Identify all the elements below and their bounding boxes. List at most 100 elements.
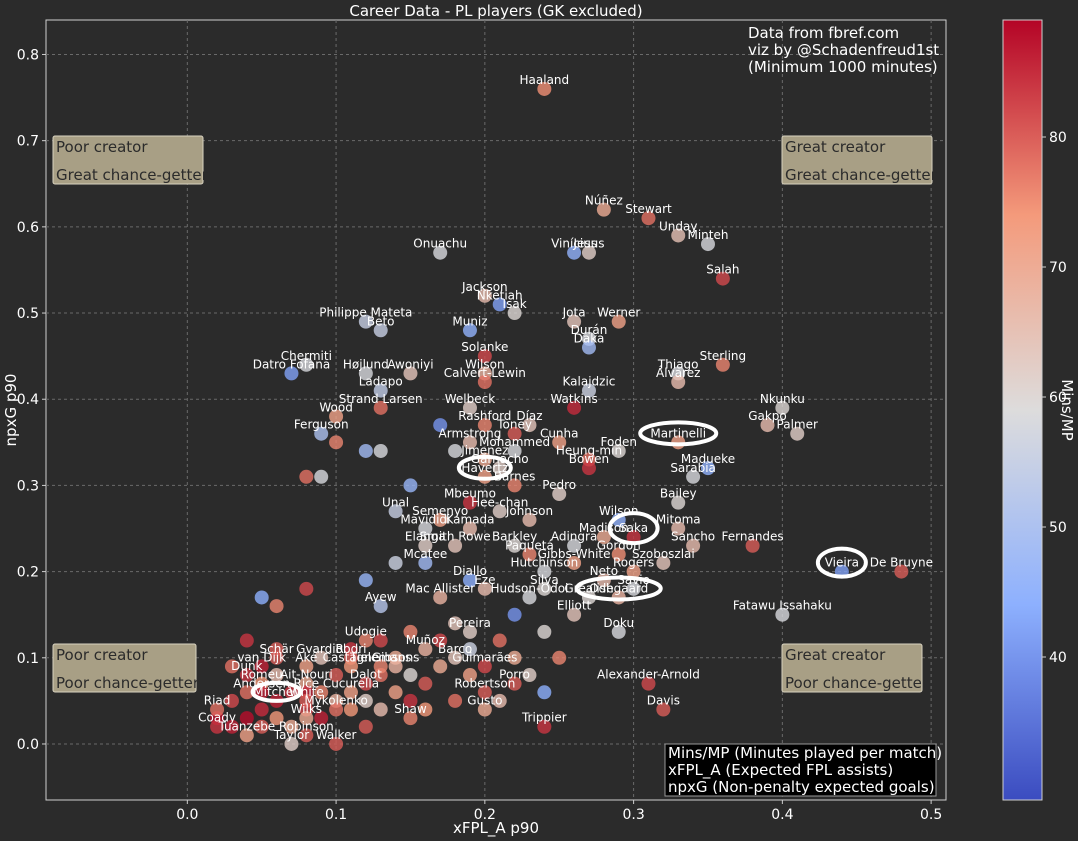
player-label: Coady <box>198 711 236 725</box>
data-point <box>284 736 299 751</box>
player-label: Werner <box>597 306 640 320</box>
data-point <box>224 719 239 734</box>
data-point <box>418 538 433 553</box>
x-tick-label: 0.4 <box>771 807 793 823</box>
y-tick-label: 0.6 <box>17 220 39 236</box>
player-label: Castagne <box>323 650 380 664</box>
data-point <box>537 581 552 596</box>
data-point <box>581 383 596 398</box>
player-label: Armstrong <box>439 426 502 440</box>
player-label: Udogie <box>345 625 387 639</box>
player-label: Silva <box>530 573 559 587</box>
axis-ticks: 0.0 0.1 0.2 0.3 0.4 0.5 0.0 0.1 0.2 0.3 0.4 0.5 0.6 0… <box>17 47 943 823</box>
data-point <box>537 81 552 96</box>
data-point <box>641 211 656 226</box>
player-label: Mohammed <box>479 435 550 449</box>
data-point <box>686 469 701 484</box>
player-label: Nketiah <box>477 288 523 302</box>
colorbar <box>1002 19 1043 801</box>
data-point <box>522 590 537 605</box>
data-point <box>775 400 790 415</box>
player-label: Watkins <box>550 392 597 406</box>
player-label: Jimenez <box>460 444 508 458</box>
x-tick-label: 0.0 <box>176 807 198 823</box>
data-point <box>507 426 522 441</box>
data-point <box>462 521 477 536</box>
player-label: Riad <box>204 694 231 708</box>
player-label: Datro Fofana <box>253 357 330 371</box>
data-point <box>284 719 299 734</box>
data-point <box>745 538 760 553</box>
quadrant-text: Great creator <box>785 138 886 156</box>
chart-title: Career Data - PL players (GK excluded) <box>349 2 642 20</box>
data-point <box>254 659 269 674</box>
data-point <box>611 443 626 458</box>
data-point <box>462 323 477 338</box>
player-label: Mavididi <box>400 513 450 527</box>
data-point <box>433 659 448 674</box>
data-point <box>507 676 522 691</box>
data-point <box>403 693 418 708</box>
data-point <box>462 573 477 588</box>
player-label: Aké <box>295 650 317 664</box>
data-point <box>790 426 805 441</box>
player-label: Mbeumo <box>444 487 496 501</box>
data-point <box>567 314 582 329</box>
data-point <box>314 426 329 441</box>
player-label: Strand Larsen <box>339 392 423 406</box>
player-label: Cucurella <box>323 676 379 690</box>
data-point <box>299 711 314 726</box>
player-label: Pereira <box>449 616 491 630</box>
data-point <box>269 711 284 726</box>
player-label: Hee-chan <box>471 495 528 509</box>
data-point <box>269 668 284 683</box>
player-label: Adingra <box>551 530 597 544</box>
player-label: Robinson <box>279 719 334 733</box>
legend-box <box>664 743 937 797</box>
data-point <box>537 564 552 579</box>
data-point <box>462 495 477 510</box>
data-point <box>611 314 626 329</box>
data-point <box>373 383 388 398</box>
data-point <box>433 633 448 648</box>
player-label: Muniz <box>452 314 487 328</box>
data-point <box>611 547 626 562</box>
legend-xfpl: xFPL_A (Expected FPL assists) <box>668 761 893 780</box>
data-point <box>522 668 537 683</box>
player-label: Gibsons <box>372 650 420 664</box>
player-label: Núñez <box>585 194 623 208</box>
player-label: Pedro <box>542 478 576 492</box>
player-label: Walker <box>316 728 357 742</box>
colorbar-tick-label: 50 <box>1049 520 1067 536</box>
player-label: Haaland <box>520 73 570 87</box>
quadrant-box-bottom-right <box>781 643 923 693</box>
quadrant-text: Poor chance-getter <box>785 674 929 692</box>
data-point <box>388 685 403 700</box>
data-point <box>700 237 715 252</box>
player-label: De Bruyne <box>870 556 933 570</box>
quadrant-box-bottom-left <box>52 643 197 693</box>
colorbar-tick-label: 60 <box>1049 390 1067 406</box>
quadrant-text: Poor chance-getter <box>56 674 200 692</box>
data-point <box>462 400 477 415</box>
data-point <box>433 512 448 527</box>
data-point <box>477 702 492 717</box>
data-point <box>715 357 730 372</box>
data-point <box>343 659 358 674</box>
data-point <box>358 719 373 734</box>
data-point <box>492 297 507 312</box>
legend-npxg: npxG (Non-penalty expected goals) <box>668 778 935 796</box>
player-label: Davis <box>647 694 680 708</box>
data-point <box>477 659 492 674</box>
player-label: Welbeck <box>445 392 495 406</box>
data-point <box>626 530 641 545</box>
data-point <box>760 418 775 433</box>
quadrant-box-top-left <box>52 135 204 185</box>
data-point <box>567 400 582 415</box>
y-tick-label: 0.4 <box>17 392 39 408</box>
x-tick-label: 0.3 <box>622 807 644 823</box>
data-point <box>894 564 909 579</box>
player-label: Bailey <box>660 487 697 501</box>
quadrant-text: Poor creator <box>56 138 148 156</box>
player-label: Unal <box>382 495 409 509</box>
